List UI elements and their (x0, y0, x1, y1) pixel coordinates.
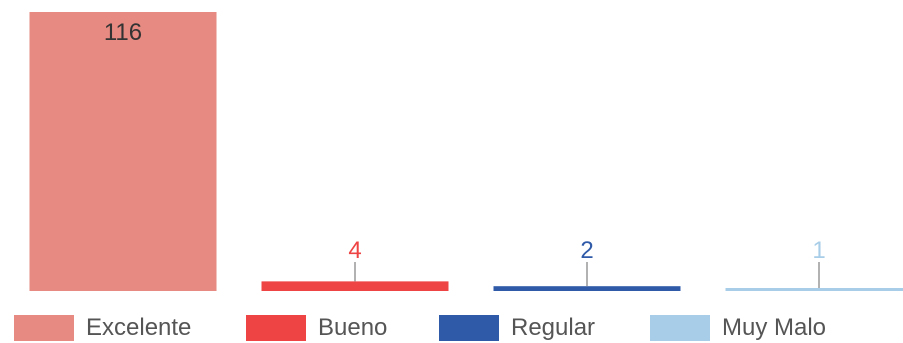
legend-item-excelente[interactable]: Excelente (14, 313, 191, 343)
legend-label-muy-malo: Muy Malo (722, 314, 826, 342)
legend-item-muy-malo[interactable]: Muy Malo (650, 313, 826, 343)
data-label-bueno: 4 (348, 237, 361, 264)
bar-regular[interactable] (494, 286, 681, 291)
bar-excelente[interactable] (30, 12, 217, 291)
legend-label-excelente: Excelente (86, 314, 191, 342)
legend-swatch-regular (439, 315, 499, 341)
chart-legend: Excelente Bueno Regular Muy Malo (0, 313, 903, 343)
legend-swatch-excelente (14, 315, 74, 341)
data-label-muy-malo: 1 (812, 237, 825, 264)
bar-muy-malo[interactable] (726, 288, 903, 291)
legend-swatch-bueno (246, 315, 306, 341)
data-label-excelente: 116 (104, 19, 142, 46)
legend-swatch-muy-malo (650, 315, 710, 341)
bar-bueno[interactable] (262, 281, 449, 291)
legend-item-bueno[interactable]: Bueno (246, 313, 387, 343)
bar-chart: 116 4 2 1 (0, 0, 903, 310)
legend-item-regular[interactable]: Regular (439, 313, 595, 343)
data-label-regular: 2 (580, 237, 593, 264)
legend-label-bueno: Bueno (318, 314, 387, 342)
legend-label-regular: Regular (511, 314, 595, 342)
